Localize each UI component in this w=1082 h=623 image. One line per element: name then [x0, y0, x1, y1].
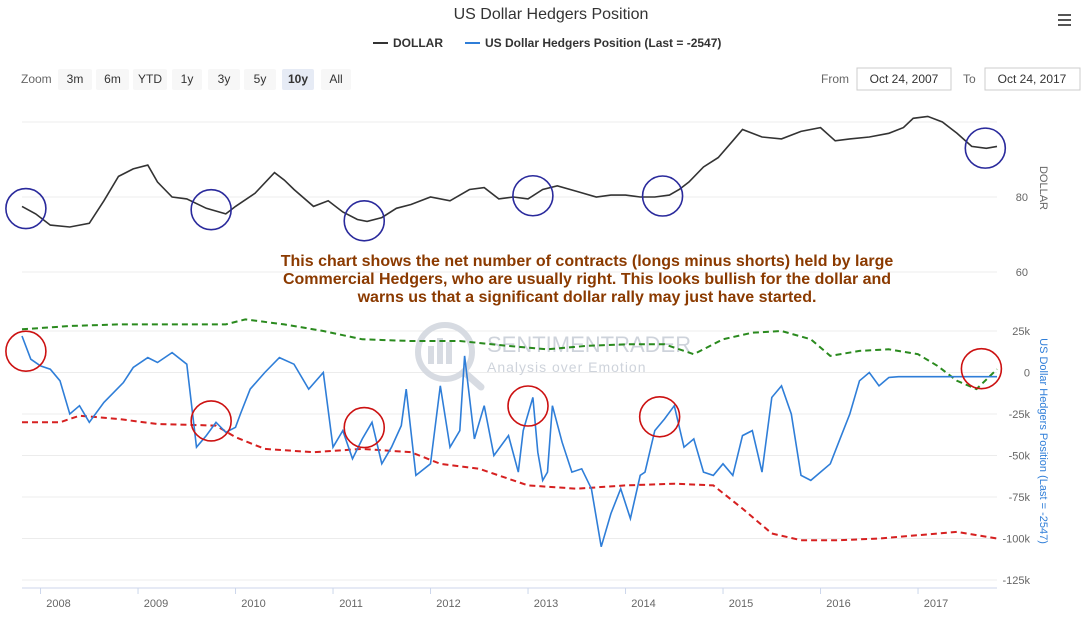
- x-tick-label: 2012: [436, 598, 460, 610]
- zoom-button-label: 1y: [181, 72, 194, 86]
- to-label: To: [963, 72, 976, 86]
- zoom-button-10y[interactable]: 10y: [282, 69, 314, 90]
- annotation-line-2: Commercial Hedgers, who are usually righ…: [283, 271, 891, 288]
- dollar-highlight-circle: [5, 187, 47, 230]
- zoom-label: Zoom: [21, 72, 52, 86]
- from-date-input[interactable]: Oct 24, 2007: [856, 67, 952, 91]
- lower-y-tick-label: 25k: [1012, 326, 1030, 338]
- zoom-button-5y[interactable]: 5y: [244, 69, 276, 90]
- zoom-button-label: 10y: [288, 72, 308, 86]
- zoom-button-label: All: [329, 72, 342, 86]
- dollar-series-line: [21, 115, 998, 228]
- zoom-button-ytd[interactable]: YTD: [133, 69, 167, 90]
- legend: DOLLAR US Dollar Hedgers Position (Last …: [373, 36, 721, 50]
- x-tick-label: 2017: [924, 598, 948, 610]
- lower-y-tick-label: 0: [1024, 368, 1030, 380]
- upper-y-axis-title: DOLLAR: [1037, 166, 1049, 210]
- lower-y-axis-title: US Dollar Hedgers Position (Last = -2547…: [1037, 338, 1049, 544]
- to-date-value: Oct 24, 2017: [998, 72, 1067, 86]
- hedgers-highlight-circle: [5, 330, 47, 373]
- zoom-button-label: 3m: [67, 72, 84, 86]
- from-date-value: Oct 24, 2007: [870, 72, 939, 86]
- dollar-highlight-circle: [343, 200, 386, 242]
- upper-band-line: [21, 318, 998, 391]
- hedgers-highlight-circle: [343, 406, 386, 449]
- dollar-highlight-circle: [964, 127, 1007, 169]
- hedgers-highlight-circle: [638, 395, 681, 438]
- zoom-button-3y[interactable]: 3y: [208, 69, 240, 90]
- watermark-brand: SENTIMENTRADER: [487, 332, 691, 357]
- axes: 2008 2009 2010 2011 2012 2013 2014 2015 2016 2017…: [40, 166, 1049, 610]
- dollar-highlight-circle: [512, 174, 554, 217]
- from-label: From: [821, 72, 849, 86]
- annotation: This chart shows the net number of contr…: [281, 253, 894, 306]
- zoom-button-label: 5y: [254, 72, 267, 86]
- x-tick-label: 2010: [241, 598, 265, 610]
- watermark-logo-icon: [415, 322, 485, 391]
- legend-item-dollar[interactable]: DOLLAR: [373, 36, 443, 50]
- upper-y-tick-label: 80: [1016, 192, 1028, 204]
- annotation-line-1: This chart shows the net number of contr…: [281, 253, 894, 270]
- zoom-button-3m[interactable]: 3m: [58, 69, 92, 90]
- watermark: SENTIMENTRADER Analysis over Emotion: [415, 322, 691, 391]
- x-tick-label: 2016: [826, 598, 850, 610]
- lower-y-tick-label: -25k: [1009, 409, 1031, 421]
- lower-band-line: [22, 414, 998, 542]
- hedgers-highlight-circle: [960, 347, 1003, 390]
- zoom-button-label: YTD: [138, 72, 162, 86]
- legend-item-hedgers[interactable]: US Dollar Hedgers Position (Last = -2547…: [465, 36, 721, 50]
- upper-y-tick-label: 60: [1016, 267, 1028, 279]
- zoom-button-1y[interactable]: 1y: [172, 69, 202, 90]
- zoom-button-6m[interactable]: 6m: [96, 69, 129, 90]
- zoom-button-label: 3y: [218, 72, 231, 86]
- x-tick-label: 2015: [729, 598, 753, 610]
- legend-label-dollar: DOLLAR: [393, 36, 443, 50]
- x-tick-label: 2011: [339, 598, 363, 610]
- x-tick-label: 2014: [631, 598, 655, 610]
- zoom-buttons: 3m 6m YTD 1y 3y 5y 10y All: [58, 69, 351, 90]
- hedgers-highlight-circle: [507, 385, 549, 427]
- dollar-highlight-circle: [190, 188, 232, 231]
- lower-y-tick-label: -50k: [1009, 451, 1031, 463]
- lower-y-tick-label: -75k: [1009, 492, 1031, 504]
- to-date-input[interactable]: Oct 24, 2017: [984, 67, 1081, 91]
- annotation-line-3: warns us that a significant dollar rally…: [357, 289, 817, 306]
- x-tick-label: 2009: [144, 598, 168, 610]
- x-tick-label: 2013: [534, 598, 558, 610]
- watermark-tagline: Analysis over Emotion: [487, 359, 647, 375]
- hedgers-highlight-circle: [190, 400, 232, 442]
- dollar-highlight-circle: [641, 175, 684, 217]
- zoom-button-all[interactable]: All: [321, 69, 351, 90]
- zoom-button-label: 6m: [104, 72, 121, 86]
- highlight-circles: [5, 127, 1007, 449]
- legend-label-hedgers: US Dollar Hedgers Position (Last = -2547…: [485, 36, 721, 50]
- lower-y-tick-label: -100k: [1002, 534, 1030, 546]
- x-tick-label: 2008: [46, 598, 70, 610]
- chart-title: US Dollar Hedgers Position: [454, 6, 649, 23]
- hamburger-menu-icon[interactable]: [1054, 12, 1074, 30]
- lower-y-tick-label: -125k: [1002, 575, 1030, 587]
